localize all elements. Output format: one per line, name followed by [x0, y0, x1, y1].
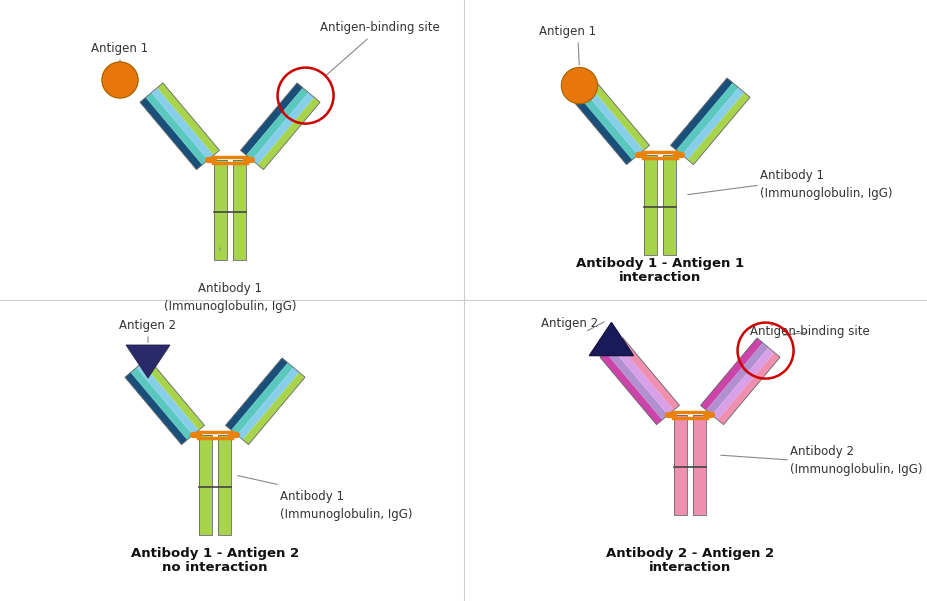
Text: Antibody 1
(Immunoglobulin, IgG): Antibody 1 (Immunoglobulin, IgG)	[759, 169, 892, 201]
Polygon shape	[252, 93, 314, 165]
Polygon shape	[125, 373, 187, 445]
Polygon shape	[146, 93, 208, 165]
Polygon shape	[717, 352, 780, 425]
Polygon shape	[616, 338, 679, 410]
Text: Antigen 2: Antigen 2	[540, 317, 598, 330]
Polygon shape	[258, 97, 320, 169]
Polygon shape	[236, 368, 299, 440]
Polygon shape	[589, 323, 633, 356]
Polygon shape	[142, 358, 204, 430]
Bar	[643, 155, 656, 255]
Polygon shape	[681, 88, 743, 160]
Polygon shape	[569, 93, 631, 165]
Polygon shape	[231, 363, 293, 435]
Polygon shape	[126, 345, 170, 378]
Polygon shape	[611, 343, 673, 415]
Text: Antigen 1: Antigen 1	[92, 42, 148, 55]
Polygon shape	[705, 343, 768, 415]
Circle shape	[561, 67, 597, 103]
Polygon shape	[599, 352, 662, 425]
Polygon shape	[131, 368, 193, 440]
Text: Antibody 1
(Immunoglobulin, IgG): Antibody 1 (Immunoglobulin, IgG)	[163, 282, 296, 313]
Bar	[198, 435, 211, 535]
Text: Antibody 1
(Immunoglobulin, IgG): Antibody 1 (Immunoglobulin, IgG)	[280, 490, 413, 521]
Polygon shape	[670, 78, 732, 150]
Bar	[214, 160, 227, 260]
Bar	[233, 160, 246, 260]
Polygon shape	[240, 83, 302, 155]
Bar	[692, 415, 705, 515]
Bar	[218, 435, 231, 535]
Text: Antigen 2: Antigen 2	[120, 319, 176, 332]
Text: Antibody 1 - Antigen 1: Antibody 1 - Antigen 1	[576, 257, 743, 270]
Text: Antibody 2
(Immunoglobulin, IgG): Antibody 2 (Immunoglobulin, IgG)	[789, 445, 921, 475]
Polygon shape	[575, 88, 638, 160]
Text: Antigen-binding site: Antigen-binding site	[749, 326, 869, 338]
Polygon shape	[605, 347, 667, 420]
Circle shape	[102, 62, 138, 98]
Bar	[673, 415, 686, 515]
Polygon shape	[711, 347, 773, 420]
Bar	[692, 415, 705, 515]
Polygon shape	[225, 358, 287, 430]
Text: Antigen-binding site: Antigen-binding site	[320, 22, 439, 76]
Text: interaction: interaction	[648, 561, 730, 574]
Polygon shape	[140, 97, 202, 169]
Bar	[218, 435, 231, 535]
Polygon shape	[581, 83, 643, 155]
Text: Antibody 2 - Antigen 2: Antibody 2 - Antigen 2	[605, 547, 773, 560]
Bar	[662, 155, 675, 255]
Text: interaction: interaction	[618, 271, 701, 284]
Bar	[662, 155, 675, 255]
Polygon shape	[587, 78, 649, 150]
Polygon shape	[136, 363, 198, 435]
Text: Antigen 1: Antigen 1	[539, 25, 596, 38]
Polygon shape	[687, 93, 749, 165]
Polygon shape	[243, 373, 305, 445]
Bar	[198, 435, 211, 535]
Bar	[643, 155, 656, 255]
Text: no interaction: no interaction	[162, 561, 268, 574]
Bar	[214, 160, 227, 260]
Text: Antibody 1 - Antigen 2: Antibody 1 - Antigen 2	[131, 547, 298, 560]
Polygon shape	[151, 88, 213, 160]
Polygon shape	[676, 83, 738, 155]
Bar	[233, 160, 246, 260]
Polygon shape	[157, 83, 220, 155]
Polygon shape	[246, 88, 309, 160]
Bar	[673, 415, 686, 515]
Polygon shape	[700, 338, 762, 410]
